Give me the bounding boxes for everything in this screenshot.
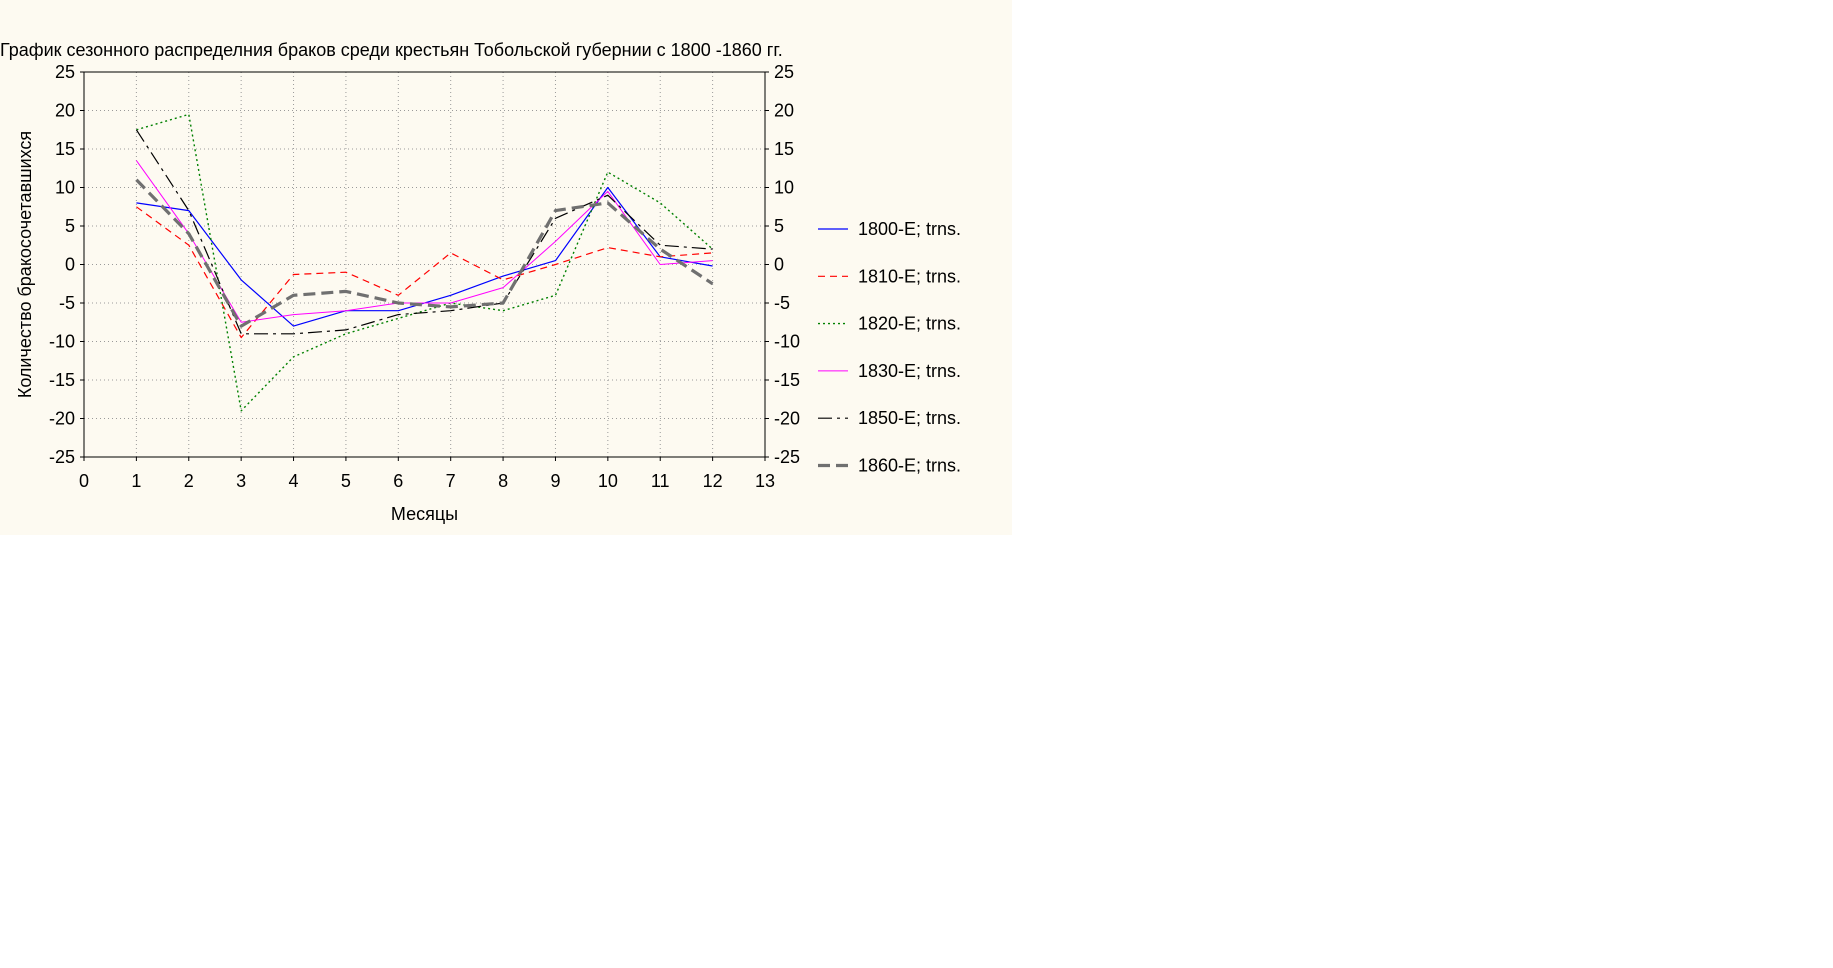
y-tick-label-right: -15	[774, 370, 800, 390]
y-tick-label-left: -15	[49, 370, 75, 390]
series-line-5	[135, 129, 713, 335]
chart-title: График сезонного распределния браков сре…	[0, 40, 783, 60]
x-tick-label: 13	[755, 471, 775, 491]
y-tick-label-right: -25	[774, 447, 800, 467]
y-tick-label-left: 15	[55, 139, 75, 159]
y-tick-label-left: 25	[55, 62, 75, 82]
y-tick-label-left: -25	[49, 447, 75, 467]
x-tick-label: 7	[446, 471, 456, 491]
legend-label: 1810-E; trns.	[858, 266, 961, 286]
legend: 1800-E; trns. 1810-E; trns. 1820-E; trns. 1…	[818, 219, 961, 476]
line-chart: График сезонного распределния браков сре…	[0, 40, 961, 524]
y-tick-label-left: 0	[65, 255, 75, 275]
x-tick-label: 2	[184, 471, 194, 491]
y-tick-label-left: 10	[55, 178, 75, 198]
x-tick-label: 5	[341, 471, 351, 491]
series-line-6	[135, 178, 714, 328]
y-tick-label-right: -5	[774, 293, 790, 313]
y-tick-label-right: 20	[774, 101, 794, 121]
x-tick-label: 4	[289, 471, 299, 491]
x-tick-label: 12	[703, 471, 723, 491]
chart-panel: График сезонного распределния браков сре…	[0, 0, 1012, 535]
x-tick-label: 10	[598, 471, 618, 491]
legend-label: 1820-E; trns.	[858, 314, 961, 334]
y-axis-label: Количество бракосочетавшихся	[15, 131, 35, 398]
y-tick-label-left: -5	[59, 293, 75, 313]
y-tick-label-right: 0	[774, 255, 784, 275]
y-tick-label-left: 5	[65, 216, 75, 236]
x-tick-label: 11	[651, 471, 670, 491]
series-line-4	[135, 160, 713, 323]
y-tick-label-right: 5	[774, 216, 784, 236]
legend-label: 1860-E; trns.	[858, 456, 961, 476]
y-tick-label-left: -10	[49, 332, 75, 352]
y-tick-label-right: 10	[774, 178, 794, 198]
x-tick-label: 0	[79, 471, 89, 491]
y-tick-label-right: -20	[774, 409, 800, 429]
legend-label: 1850-E; trns.	[858, 408, 961, 428]
y-tick-label-left: 20	[55, 101, 75, 121]
legend-label: 1800-E; trns.	[858, 219, 961, 239]
legend-label: 1830-E; trns.	[858, 361, 961, 381]
y-tick-label-right: 15	[774, 139, 794, 159]
x-axis-label: Месяцы	[391, 504, 458, 524]
y-tick-label-left: -20	[49, 409, 75, 429]
y-tick-label-right: -10	[774, 332, 800, 352]
x-tick-label: 3	[236, 471, 246, 491]
series-layer	[135, 113, 714, 412]
y-tick-label-right: 25	[774, 62, 794, 82]
x-tick-label: 8	[498, 471, 508, 491]
x-tick-label: 1	[131, 471, 141, 491]
x-tick-label: 9	[550, 471, 560, 491]
series-line-2	[136, 206, 713, 339]
series-line-3	[136, 113, 714, 412]
x-tick-label: 6	[393, 471, 403, 491]
